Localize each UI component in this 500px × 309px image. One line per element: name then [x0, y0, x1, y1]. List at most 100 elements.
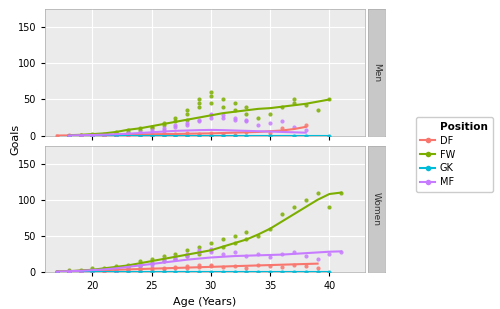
- Text: Women: Women: [372, 192, 381, 226]
- Point: [136, 264, 144, 269]
- Point: [183, 117, 191, 122]
- Point: [290, 101, 298, 106]
- Point: [76, 269, 84, 274]
- Point: [64, 269, 72, 274]
- Point: [314, 266, 322, 271]
- Point: [124, 262, 132, 267]
- Point: [124, 132, 132, 137]
- Point: [207, 130, 215, 135]
- Point: [124, 131, 132, 136]
- Point: [242, 237, 250, 242]
- Point: [207, 246, 215, 251]
- Point: [64, 133, 72, 138]
- Point: [290, 97, 298, 102]
- Point: [64, 269, 72, 274]
- Point: [266, 226, 274, 231]
- Point: [183, 108, 191, 113]
- Point: [230, 101, 238, 106]
- Point: [100, 268, 108, 273]
- Point: [195, 133, 203, 138]
- Point: [124, 268, 132, 273]
- Point: [207, 101, 215, 106]
- Point: [136, 264, 144, 269]
- X-axis label: Age (Years): Age (Years): [174, 297, 236, 307]
- Point: [64, 269, 72, 274]
- Point: [219, 132, 227, 137]
- Point: [195, 104, 203, 109]
- Point: [183, 133, 191, 138]
- Point: [326, 205, 334, 210]
- Point: [160, 269, 168, 274]
- Point: [302, 254, 310, 259]
- Point: [183, 252, 191, 256]
- Point: [172, 115, 179, 120]
- Point: [136, 128, 144, 133]
- Point: [230, 115, 238, 120]
- Point: [148, 262, 156, 267]
- Point: [183, 269, 191, 274]
- Point: [136, 129, 144, 134]
- Point: [76, 132, 84, 137]
- Point: [53, 269, 61, 274]
- Point: [172, 269, 179, 274]
- Point: [64, 269, 72, 274]
- Point: [207, 262, 215, 267]
- Point: [207, 112, 215, 116]
- Point: [88, 266, 96, 271]
- Point: [183, 112, 191, 116]
- Point: [195, 117, 203, 122]
- Point: [278, 252, 286, 256]
- Point: [314, 190, 322, 195]
- Point: [266, 120, 274, 125]
- Point: [183, 120, 191, 125]
- Point: [219, 237, 227, 242]
- Point: [290, 262, 298, 267]
- Point: [160, 120, 168, 125]
- Point: [195, 97, 203, 102]
- Point: [326, 252, 334, 256]
- Point: [148, 261, 156, 266]
- Point: [338, 190, 345, 195]
- Point: [266, 255, 274, 260]
- Point: [195, 252, 203, 256]
- Point: [100, 132, 108, 137]
- Point: [124, 129, 132, 134]
- Point: [207, 133, 215, 138]
- Point: [172, 256, 179, 261]
- Point: [207, 93, 215, 98]
- Point: [112, 267, 120, 272]
- Point: [254, 263, 262, 268]
- Point: [172, 132, 179, 137]
- Point: [88, 268, 96, 273]
- Point: [160, 127, 168, 132]
- Point: [172, 133, 179, 138]
- Text: Men: Men: [372, 63, 381, 82]
- Point: [88, 132, 96, 137]
- Point: [172, 256, 179, 261]
- Point: [136, 126, 144, 131]
- Point: [112, 133, 120, 138]
- Point: [124, 132, 132, 137]
- Point: [136, 133, 144, 138]
- Point: [88, 132, 96, 137]
- Point: [76, 269, 84, 274]
- Point: [242, 133, 250, 138]
- Point: [183, 131, 191, 136]
- Point: [53, 269, 61, 274]
- Point: [160, 126, 168, 131]
- Point: [278, 104, 286, 109]
- Point: [302, 264, 310, 269]
- Point: [242, 265, 250, 270]
- Point: [53, 133, 61, 138]
- Point: [242, 104, 250, 109]
- Point: [254, 122, 262, 127]
- Point: [183, 254, 191, 259]
- Point: [64, 133, 72, 138]
- Point: [207, 113, 215, 118]
- Point: [124, 264, 132, 269]
- Point: [302, 127, 310, 132]
- Point: [195, 248, 203, 253]
- Point: [266, 269, 274, 274]
- Point: [64, 269, 72, 274]
- Point: [88, 268, 96, 273]
